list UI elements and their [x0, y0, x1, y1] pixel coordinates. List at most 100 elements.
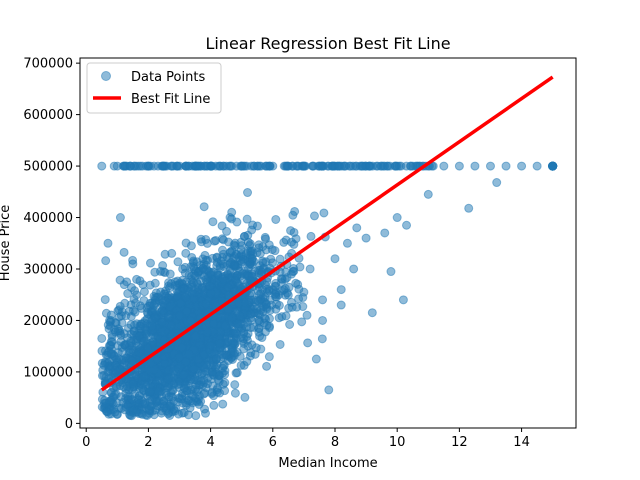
data-point	[232, 368, 242, 378]
data-point	[173, 257, 183, 267]
data-point	[97, 161, 107, 171]
data-point	[176, 298, 186, 308]
data-point	[392, 213, 402, 223]
data-point	[127, 411, 137, 421]
data-point	[156, 327, 166, 337]
legend-label-data-points: Data Points	[131, 70, 205, 85]
data-point	[219, 352, 229, 362]
data-point	[160, 249, 170, 259]
data-point	[208, 319, 218, 329]
data-point	[226, 257, 236, 267]
data-point	[209, 400, 219, 410]
data-point	[119, 247, 129, 257]
data-point	[249, 161, 259, 171]
data-point	[306, 231, 316, 241]
data-point	[242, 214, 252, 224]
data-point	[261, 161, 271, 171]
data-point	[218, 274, 228, 284]
data-point	[178, 370, 188, 380]
data-point	[234, 298, 244, 308]
data-point	[275, 339, 285, 349]
data-point	[181, 357, 191, 367]
data-point	[115, 213, 125, 223]
data-point	[202, 327, 212, 337]
line-layer	[100, 75, 554, 392]
data-point	[202, 161, 212, 171]
data-point	[159, 359, 169, 369]
data-point	[186, 280, 196, 290]
data-point	[261, 299, 271, 309]
data-point	[126, 283, 136, 293]
data-point	[150, 267, 160, 277]
data-point	[260, 327, 270, 337]
data-point	[255, 331, 265, 341]
data-point	[292, 161, 302, 171]
data-point	[264, 352, 274, 362]
data-point	[318, 315, 328, 325]
data-point	[302, 310, 312, 320]
data-point	[492, 178, 502, 188]
y-tick-label: 700000	[23, 57, 73, 72]
data-point	[133, 341, 143, 351]
data-point	[211, 236, 221, 246]
y-tick-label: 500000	[23, 160, 73, 175]
data-point	[336, 300, 346, 310]
data-point	[454, 161, 464, 171]
data-point	[317, 334, 327, 344]
legend-box	[86, 62, 222, 114]
data-point	[147, 395, 157, 405]
data-point	[336, 285, 346, 295]
data-point	[233, 319, 243, 329]
data-point	[548, 161, 558, 171]
data-point	[239, 344, 249, 354]
data-point	[260, 232, 270, 242]
data-point	[288, 267, 298, 277]
data-point	[139, 287, 149, 297]
data-point	[159, 267, 169, 277]
data-point	[398, 295, 408, 305]
y-tick-label: 300000	[23, 262, 73, 277]
data-point	[238, 254, 248, 264]
data-point	[357, 161, 367, 171]
data-point	[106, 337, 116, 347]
x-tick-label: 0	[82, 435, 90, 450]
y-tick-label: 400000	[23, 211, 73, 226]
data-point	[232, 217, 242, 227]
data-point	[386, 267, 396, 277]
data-point	[101, 398, 111, 408]
data-point	[128, 255, 138, 265]
data-point	[294, 284, 304, 294]
data-point	[206, 341, 216, 351]
data-point	[319, 208, 329, 218]
data-point	[227, 207, 237, 217]
x-axis-ticks: 0 2 4 6 8 10 12 14	[82, 428, 530, 450]
data-point	[257, 256, 267, 266]
data-point	[201, 299, 211, 309]
data-point	[112, 382, 122, 392]
data-point	[290, 206, 300, 216]
data-point	[186, 241, 196, 251]
axes-frame	[79, 57, 577, 429]
data-point	[281, 311, 291, 321]
data-point	[297, 317, 307, 327]
data-point	[101, 256, 111, 266]
data-point	[285, 320, 295, 330]
data-point	[115, 275, 125, 285]
data-point	[373, 161, 383, 171]
data-point	[161, 403, 171, 413]
data-point	[147, 321, 157, 331]
data-point	[202, 265, 212, 275]
data-point	[231, 328, 241, 338]
data-point	[349, 264, 359, 274]
data-point	[166, 279, 176, 289]
data-point	[253, 286, 263, 296]
y-axis-ticks: 0 100000 200000 300000 400000 500000 600000 700…	[23, 57, 80, 432]
data-point	[361, 233, 371, 243]
data-point	[121, 399, 131, 409]
data-point	[230, 388, 240, 398]
data-point	[128, 379, 138, 389]
data-point	[517, 161, 527, 171]
data-point	[212, 253, 222, 263]
data-point	[324, 385, 334, 395]
data-point	[133, 161, 143, 171]
